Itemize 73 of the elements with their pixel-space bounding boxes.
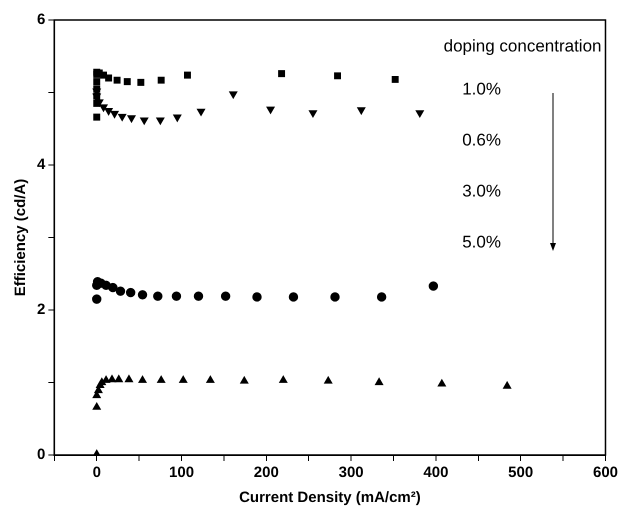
x-tick-label: 400 — [423, 464, 448, 482]
x-tick-label: 500 — [508, 464, 534, 482]
point — [99, 104, 108, 112]
point — [124, 78, 131, 86]
point — [126, 288, 136, 298]
point — [140, 117, 148, 125]
y-tick-label: 2 — [37, 301, 46, 318]
point — [288, 292, 298, 302]
point — [92, 402, 101, 410]
point — [278, 70, 286, 78]
annotation: 1.0% — [462, 80, 501, 99]
point — [105, 74, 112, 82]
point — [156, 117, 164, 125]
annotation: 5.0% — [462, 232, 501, 252]
point — [502, 381, 512, 389]
x-axis-title: Current Density (mA/cm²) — [239, 489, 421, 506]
y-tick-label: 4 — [37, 156, 46, 174]
point — [266, 106, 275, 114]
point — [252, 292, 262, 302]
point — [108, 374, 116, 382]
x-tick-label: 100 — [169, 464, 194, 482]
point — [334, 72, 342, 80]
point — [92, 294, 102, 304]
point — [173, 114, 182, 122]
point — [93, 78, 100, 86]
point — [308, 110, 318, 118]
point — [93, 85, 100, 92]
point — [220, 292, 230, 301]
annotation: 0.6% — [462, 130, 501, 150]
point — [137, 78, 144, 86]
point — [138, 376, 147, 383]
point — [110, 110, 119, 118]
y-tick-label: 0 — [37, 446, 46, 464]
point — [392, 76, 399, 83]
point — [93, 114, 100, 121]
x-tick-label: 300 — [338, 464, 364, 482]
annotation: doping concentration — [444, 36, 602, 56]
point — [374, 378, 384, 386]
point — [179, 376, 188, 383]
x-tick-label: 200 — [254, 464, 279, 482]
point — [153, 292, 162, 301]
point — [229, 91, 238, 99]
y-axis-title: Efficiency (cd/A) — [12, 178, 30, 296]
point — [114, 76, 121, 84]
point — [240, 376, 248, 384]
point — [194, 292, 204, 301]
point — [330, 292, 340, 302]
point — [104, 108, 113, 116]
point — [428, 281, 438, 291]
point — [196, 108, 206, 116]
point — [124, 374, 134, 382]
point — [114, 374, 123, 382]
point — [184, 72, 191, 79]
point — [438, 379, 446, 387]
x-tick-label: 600 — [592, 464, 618, 482]
point — [279, 376, 288, 383]
point — [158, 76, 165, 84]
point — [138, 290, 148, 300]
point — [416, 110, 424, 118]
point — [172, 292, 182, 301]
point — [357, 107, 366, 115]
point — [108, 282, 118, 292]
point — [116, 286, 126, 296]
annotation: 3.0% — [462, 182, 501, 201]
point — [157, 376, 166, 383]
point — [127, 115, 136, 123]
y-tick-label: 6 — [37, 11, 46, 28]
x-tick-label: 0 — [92, 464, 101, 482]
point — [324, 376, 332, 384]
point — [206, 376, 214, 383]
point — [118, 114, 126, 122]
point — [93, 100, 100, 107]
point — [376, 292, 386, 302]
